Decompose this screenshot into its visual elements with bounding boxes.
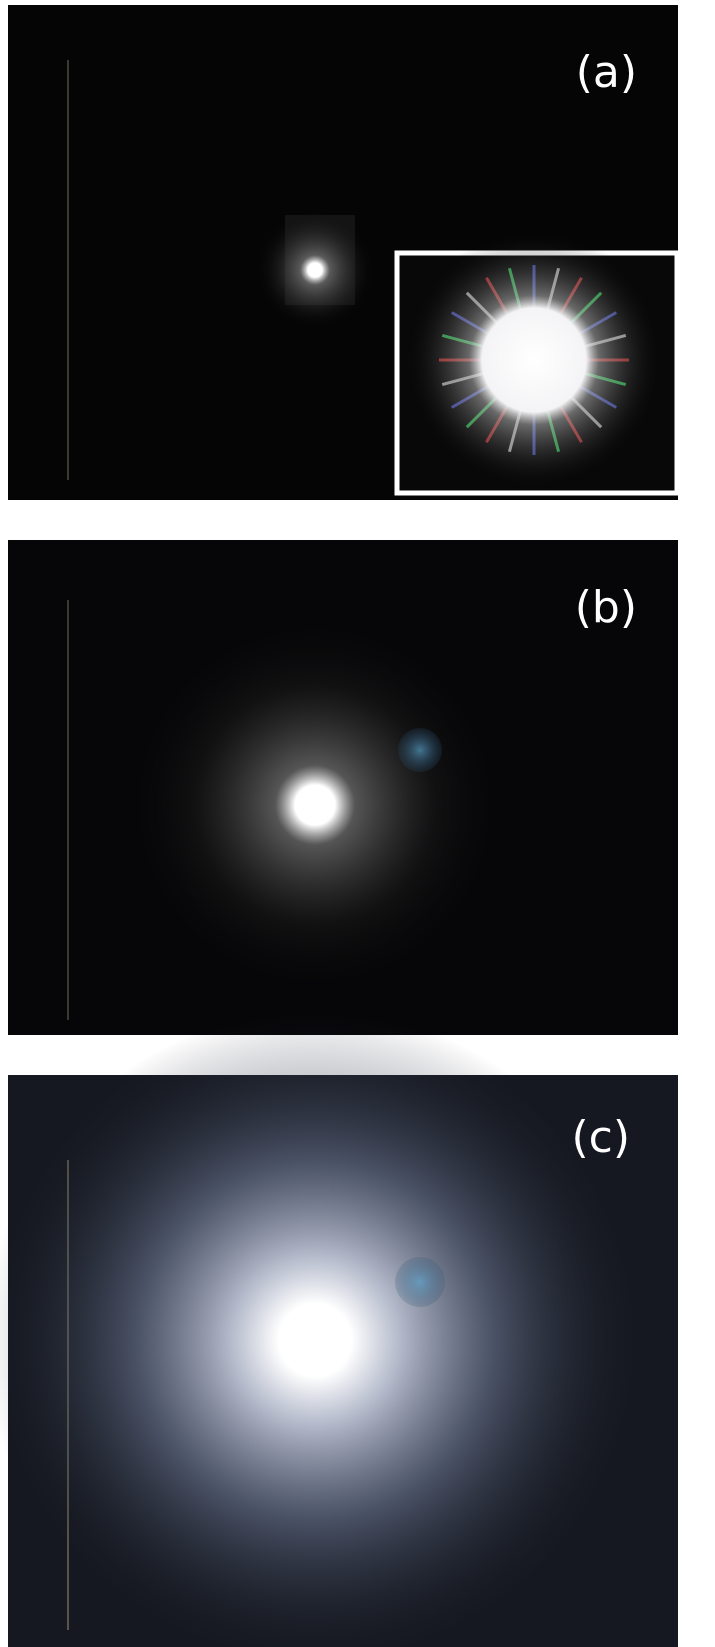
inset-glow [404, 230, 664, 490]
light-source [255, 210, 375, 330]
panel-label: (c) [571, 1112, 630, 1163]
page: (a) (b) (c) (() => { const data = JSON.p… [0, 0, 715, 1647]
light-source [115, 605, 515, 1005]
lens-flare [395, 1257, 445, 1307]
figure: (a) (b) (c) [0, 0, 715, 1647]
lens-flare [398, 728, 442, 772]
panel-label: (b) [575, 582, 637, 633]
panel-label: (a) [576, 47, 637, 98]
